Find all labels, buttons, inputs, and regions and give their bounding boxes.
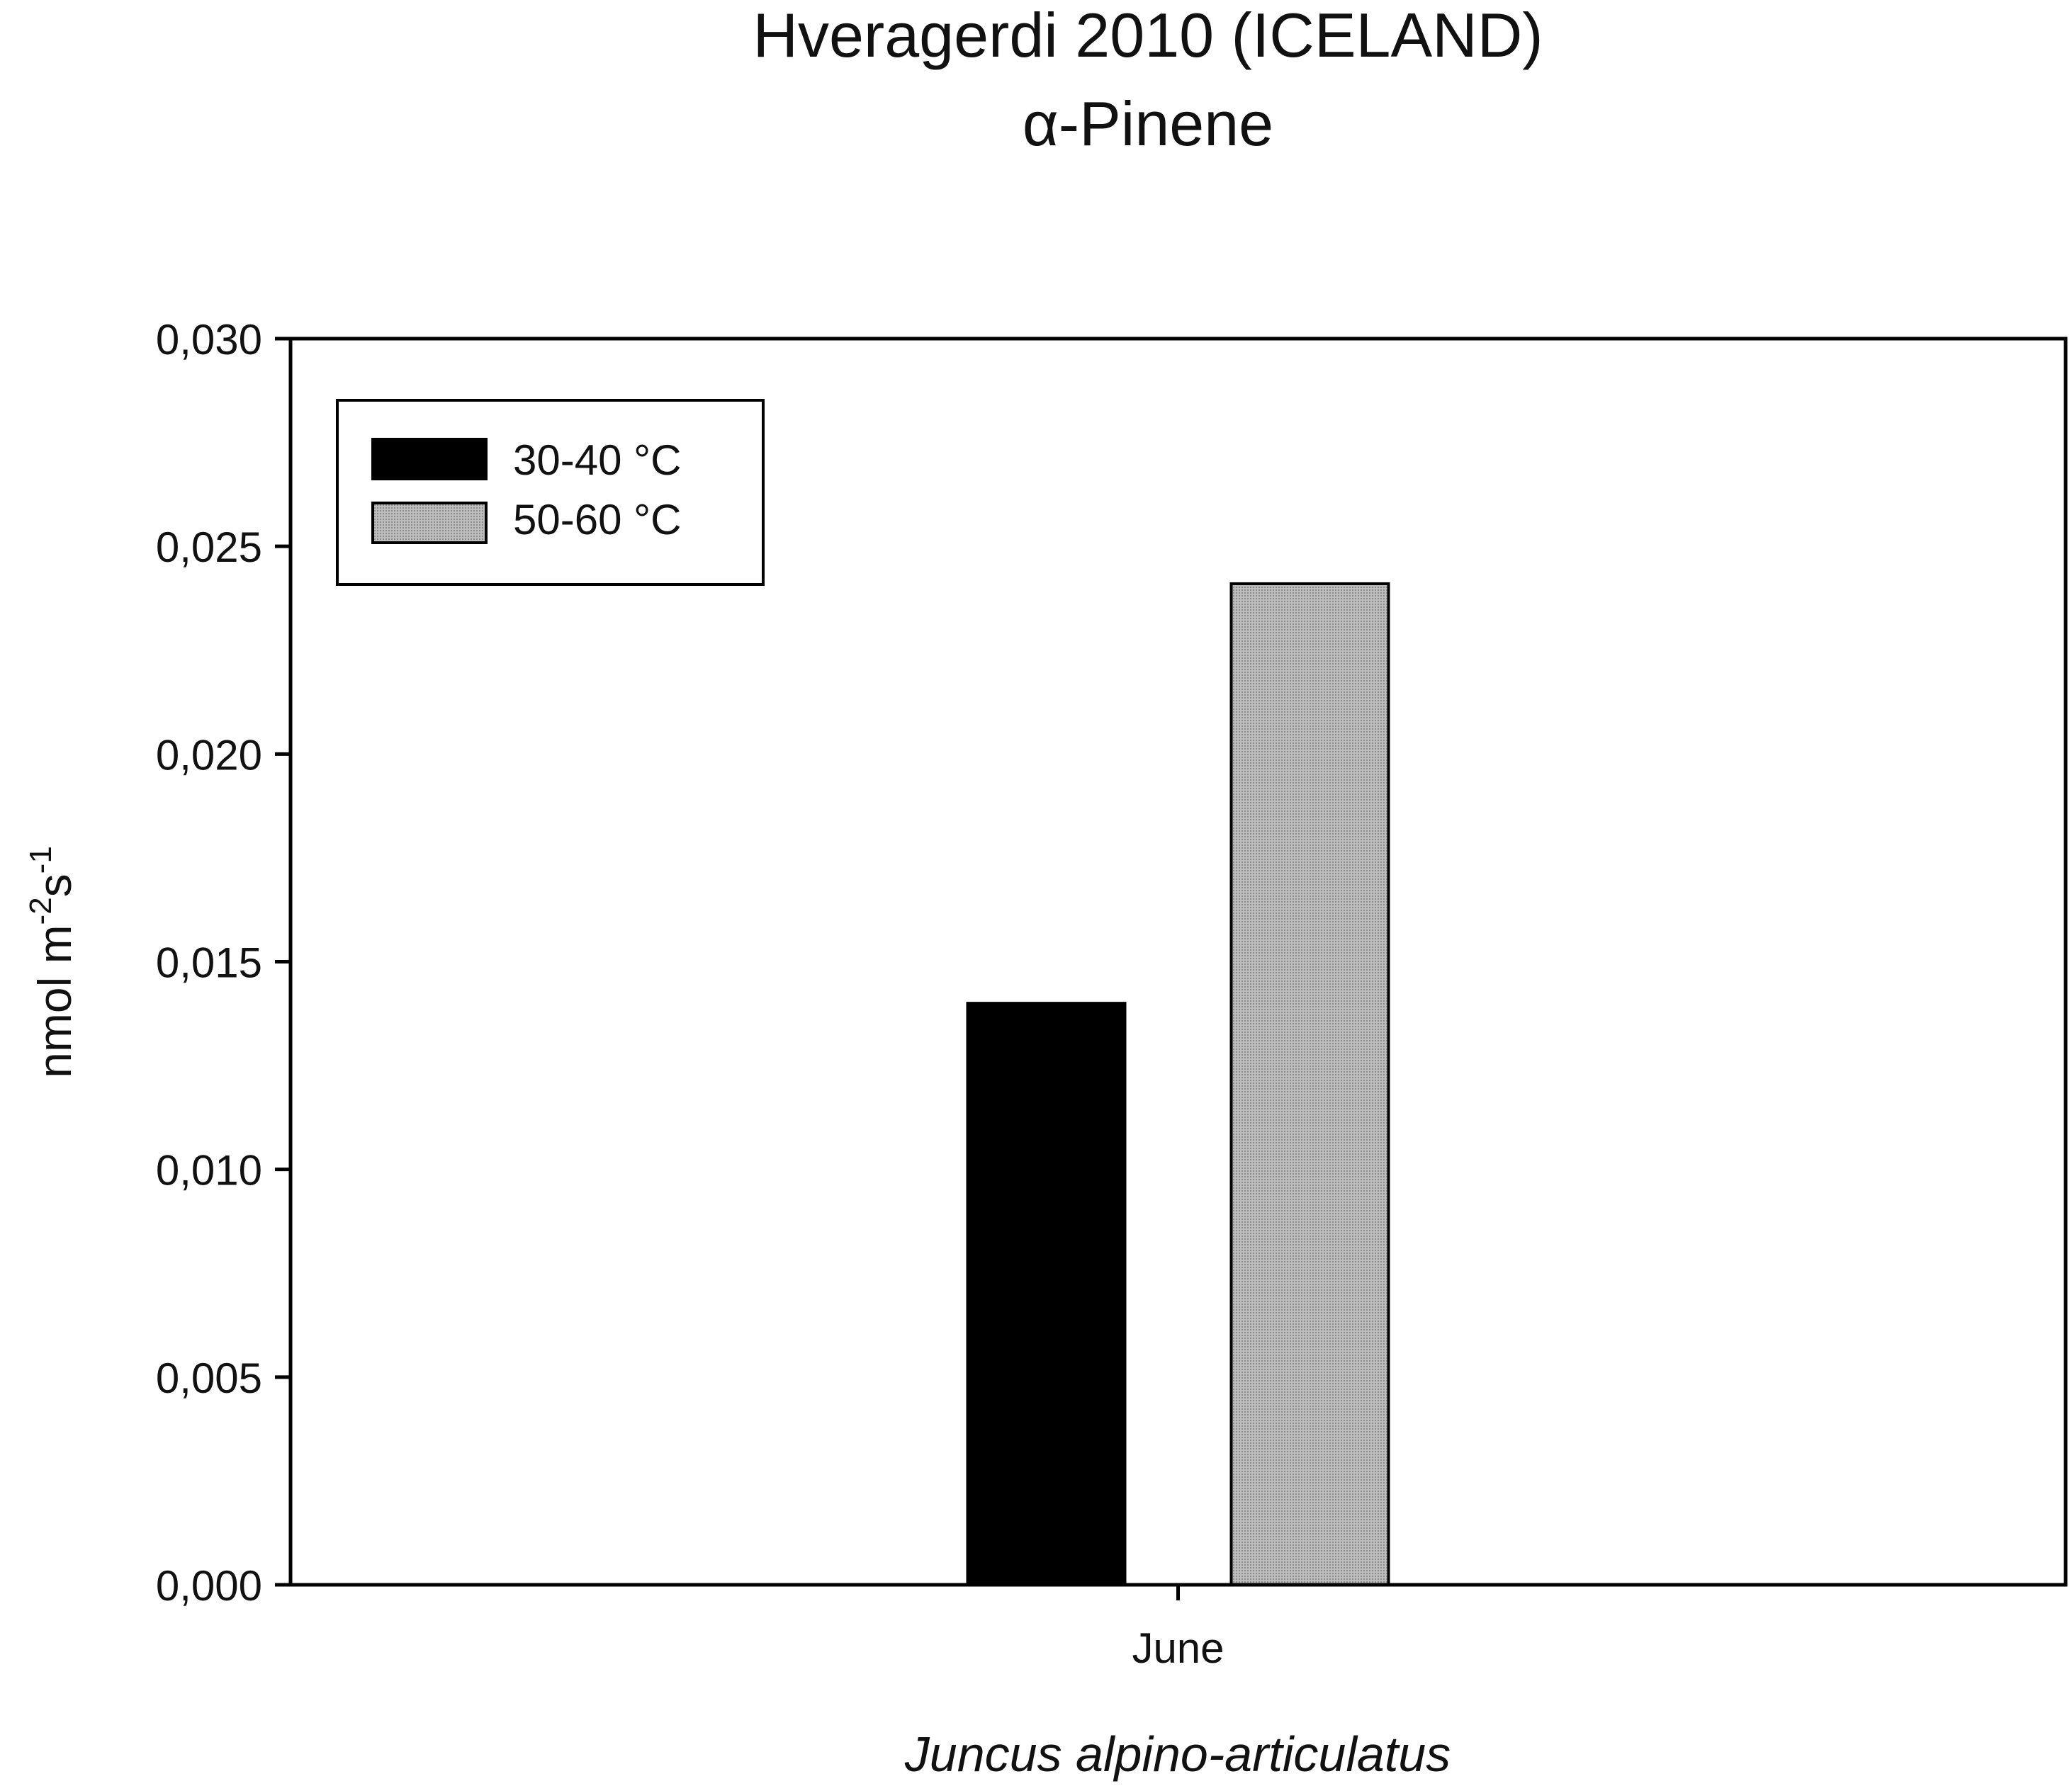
legend-label-30-40: 30-40 °C (513, 436, 681, 484)
y-axis-label-base: nmol m (28, 925, 81, 1078)
bar-june-series-0 (966, 1002, 1127, 1586)
x-tick-label: June (1132, 1624, 1224, 1672)
legend-swatch-30-40 (371, 438, 488, 480)
legend-box (336, 399, 765, 586)
y-tick-label: 0,010 (156, 1147, 262, 1194)
y-axis-label-exp2: -1 (23, 846, 58, 874)
y-tick-label: 0,025 (156, 524, 262, 571)
y-axis-label-exp1: -2 (23, 897, 58, 925)
y-axis-label-mid: s (28, 874, 81, 897)
chart-title: Hveragerdi 2010 (ICELAND) (753, 0, 1543, 70)
y-tick-label: 0,005 (156, 1355, 262, 1402)
legend-label-50-60: 50-60 °C (513, 496, 681, 543)
y-tick-label: 0,020 (156, 731, 262, 779)
y-tick-label: 0,000 (156, 1562, 262, 1610)
y-axis-label: nmol m-2s-1 (23, 846, 81, 1078)
y-tick-label: 0,030 (156, 316, 262, 363)
bar-june-series-1 (1229, 582, 1390, 1586)
y-axis-ticks: 0,000 0,005 0,010 0,015 0,020 0,025 0,030 (156, 316, 291, 1610)
plot-frame (288, 337, 2068, 1587)
bars (966, 582, 1390, 1586)
legend: 30-40 °C 50-60 °C (336, 399, 765, 586)
x-axis-label: Juncus alpino-articulatus (904, 1726, 1451, 1782)
x-axis-categories: June (1132, 1585, 1224, 1672)
legend-swatch-50-60 (371, 502, 488, 544)
chart-subtitle: α-Pinene (1023, 89, 1273, 159)
y-tick-label: 0,015 (156, 939, 262, 987)
